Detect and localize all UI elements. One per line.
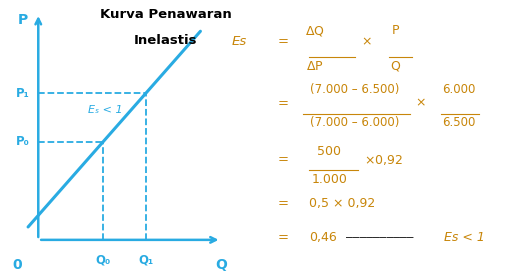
Text: 6.000: 6.000 [442, 83, 475, 96]
Text: $\Delta$P: $\Delta$P [306, 59, 324, 73]
Text: 0,5 × 0,92: 0,5 × 0,92 [309, 197, 376, 210]
Text: Eₛ < 1: Eₛ < 1 [88, 105, 123, 115]
Text: 1.000: 1.000 [311, 173, 347, 186]
Text: =: = [278, 153, 288, 167]
Text: 6.500: 6.500 [442, 116, 475, 129]
Text: Q: Q [390, 59, 400, 73]
Text: 0,46: 0,46 [309, 231, 337, 244]
Text: Q₀: Q₀ [95, 254, 110, 267]
Text: Q: Q [215, 258, 227, 272]
Text: $\times$: $\times$ [416, 97, 426, 110]
Text: 500: 500 [317, 145, 341, 158]
Text: =: = [278, 197, 288, 210]
Text: P₀: P₀ [16, 135, 30, 149]
Text: =: = [278, 231, 288, 244]
Text: Es: Es [231, 35, 247, 48]
Text: (7.000 – 6.500): (7.000 – 6.500) [310, 83, 400, 96]
Text: Inelastis: Inelastis [134, 34, 197, 47]
Text: 0: 0 [12, 258, 22, 272]
Text: ––––––––––: –––––––––– [346, 232, 414, 242]
Text: =: = [278, 35, 288, 48]
Text: $\times$: $\times$ [361, 35, 371, 48]
Text: (7.000 – 6.000): (7.000 – 6.000) [310, 116, 400, 129]
Text: P: P [18, 13, 28, 27]
Text: Kurva Penawaran: Kurva Penawaran [100, 8, 231, 21]
Text: Q₁: Q₁ [139, 254, 153, 267]
Text: Es < 1: Es < 1 [444, 231, 485, 244]
Text: $\times$0,92: $\times$0,92 [364, 153, 402, 167]
Text: P₁: P₁ [16, 87, 30, 99]
Text: P: P [391, 24, 399, 36]
Text: =: = [278, 97, 288, 110]
Text: $\Delta$Q: $\Delta$Q [305, 24, 325, 38]
